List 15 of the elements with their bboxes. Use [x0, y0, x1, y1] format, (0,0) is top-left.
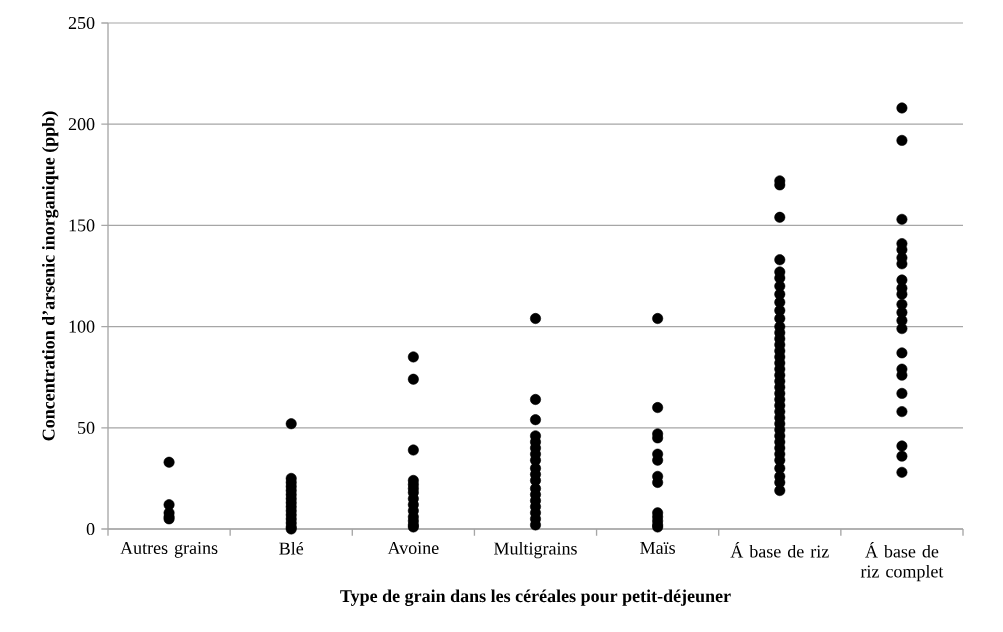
y-tick-label: 0 [86, 522, 95, 536]
x-tick-label: Maïs [640, 541, 675, 554]
y-tick-label: 100 [69, 320, 95, 333]
y-axis-title: Concentration d’arsenic inorganique (ppb) [42, 111, 59, 441]
x-tick-label: Avoine [387, 541, 439, 555]
y-tick-label: 250 [68, 16, 95, 30]
x-tick-label: Blé [279, 541, 304, 555]
y-tick-label: 50 [78, 421, 95, 434]
x-tick-label: Á base de riz complet [860, 541, 944, 582]
x-axis-title: Type de grain dans les céréales pour petit-déjeuner [340, 589, 731, 606]
y-tick-label: 150 [69, 219, 95, 232]
x-tick-label: Multigrains [494, 541, 577, 559]
y-tick-label: 200 [68, 118, 95, 131]
x-tick-label: Á base de riz [730, 541, 829, 558]
x-tick-label: Autres grains [120, 541, 218, 558]
